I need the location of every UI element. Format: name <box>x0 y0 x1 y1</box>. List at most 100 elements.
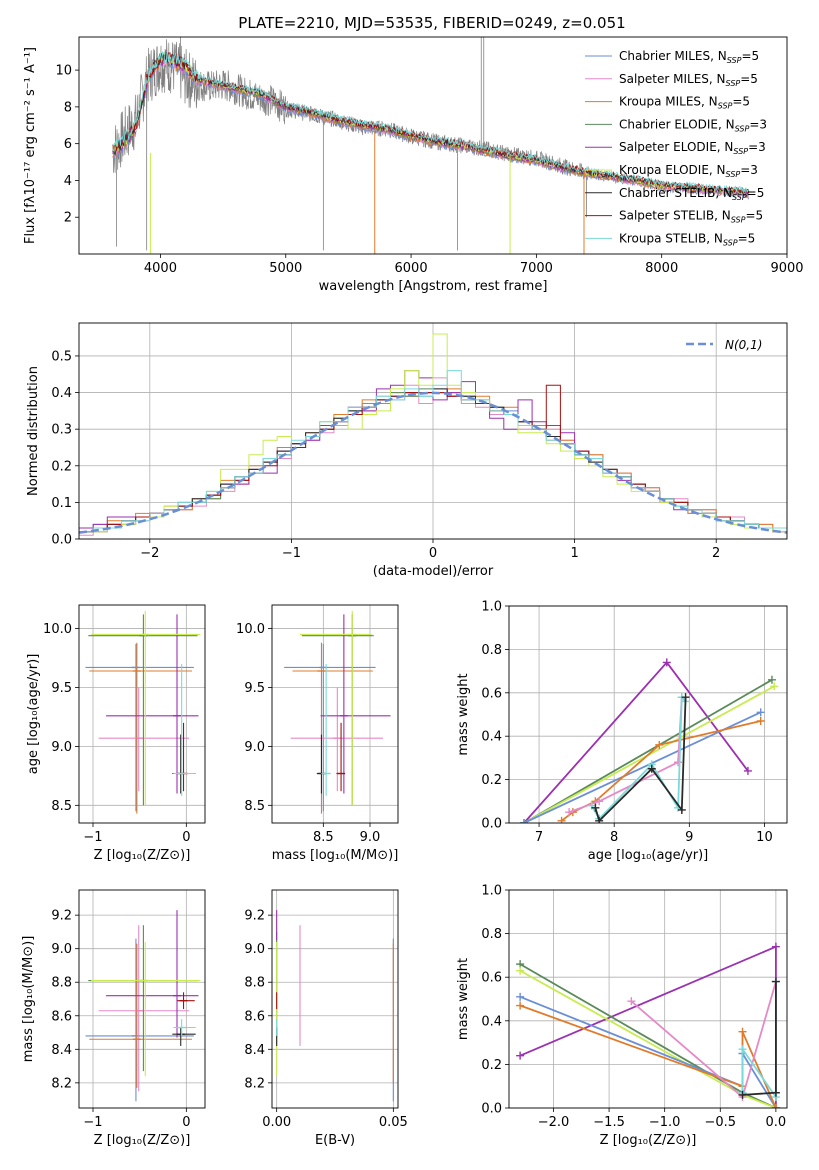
massweight-vs-Z-point <box>771 942 780 951</box>
massweight-vs-age-line <box>523 660 749 823</box>
massweight-vs-age-ytick-label: 0.4 <box>481 730 502 745</box>
massweight-vs-age-plot-area <box>520 658 779 823</box>
mass-vs-EBV-ytick-label: 9.0 <box>244 942 265 957</box>
massweight-vs-Z-point <box>627 997 636 1006</box>
figure-title: PLATE=2210, MJD=53535, FIBERID=0249, z=0… <box>238 14 625 32</box>
residuals-ytick-label: 0.4 <box>51 386 72 401</box>
massweight-vs-age-point <box>655 740 664 749</box>
spectrum-xlabel: wavelength [Angstrom, rest frame] <box>319 279 548 294</box>
age-vs-Z-xtick-label: −1 <box>83 830 102 845</box>
residuals-ylabel: Normed distribution <box>26 366 41 496</box>
residuals-xlabel: (data-model)/error <box>373 564 494 579</box>
mass-vs-EBV-ytick-label: 8.4 <box>244 1043 265 1058</box>
spectrum-legend-label: Salpeter MILES, NSSP=5 <box>619 72 758 88</box>
massweight-vs-age-point <box>677 805 686 814</box>
residuals-plot-area <box>79 333 787 539</box>
massweight-vs-age-point <box>557 816 566 823</box>
spectrum-legend-label: Kroupa MILES, NSSP=5 <box>619 95 750 111</box>
massweight-vs-age-point <box>756 717 765 726</box>
age-vs-Z-ytick-label: 10.0 <box>43 622 72 637</box>
mass-vs-EBV-frame <box>271 889 399 1109</box>
massweight-vs-age-xtick-label: 9 <box>685 830 693 845</box>
massweight-vs-Z-point <box>738 1090 747 1099</box>
massweight-vs-age-xlabel: age [log₁₀(age/yr)] <box>588 848 709 863</box>
spectrum-legend-label: Kroupa STELIB, NSSP=5 <box>619 231 755 247</box>
spectrum-legend-label: Chabrier ELODIE, NSSP=3 <box>619 117 767 133</box>
spectrum-model-line <box>112 50 750 194</box>
residuals-frame <box>78 322 788 540</box>
spectrum-ytick-label: 2 <box>64 211 72 226</box>
massweight-vs-Z-ytick-label: 0.0 <box>481 1102 502 1117</box>
mass-vs-EBV-panel: 0.00 0.05 8.2 8.4 8.6 8.8 9.0 9.2 E(B-V) <box>244 889 408 1148</box>
massweight-vs-Z-frame <box>508 889 788 1109</box>
residuals-xtick-label: 1 <box>570 546 578 561</box>
age-vs-mass-xlabel: mass [log₁₀(M/M⊙)] <box>272 848 399 863</box>
age-vs-mass-plot-area <box>284 610 391 814</box>
residual-gaussian-line <box>79 391 787 534</box>
mass-vs-Z-plot-area <box>85 910 201 1102</box>
mass-vs-Z-xtick-label: 0 <box>182 1115 190 1130</box>
massweight-vs-age-point <box>565 808 574 817</box>
massweight-vs-age-point <box>770 682 779 691</box>
massweight-vs-Z-plot-area <box>516 942 780 1108</box>
spectrum-ytick-label: 6 <box>64 137 72 152</box>
mass-vs-Z-frame <box>78 889 206 1109</box>
age-vs-mass-panel: 8.5 9.0 8.5 9.0 9.5 10.0 mass [log₁₀(M/M⊙)] <box>236 604 399 863</box>
spectrum-plot-area <box>112 37 750 254</box>
massweight-vs-Z-point <box>516 966 525 975</box>
massweight-vs-age-point <box>647 764 656 773</box>
spectrum-model-line <box>112 52 750 195</box>
massweight-vs-Z-ytick-label: 0.2 <box>481 1058 502 1073</box>
spectrum-ytick-label: 8 <box>64 100 72 115</box>
residuals-ytick-label: 0.0 <box>51 533 72 548</box>
age-vs-Z-panel: −1 0 8.5 9.0 9.5 10.0 Z [log₁₀(Z/Z⊙)] age [log₁… <box>26 604 206 863</box>
massweight-vs-age-ytick-label: 1.0 <box>481 600 502 615</box>
mass-vs-Z-xlabel: Z [log₁₀(Z/Z⊙)] <box>94 1133 191 1148</box>
massweight-vs-Z-point <box>738 1045 747 1054</box>
spectrum-ytick-label: 4 <box>64 174 72 189</box>
spectrum-legend-label: Kroupa ELODIE, NSSP=3 <box>619 163 758 179</box>
spectrum-frame <box>78 36 788 255</box>
massweight-vs-Z-point <box>771 1104 780 1108</box>
massweight-vs-age-xtick-label: 7 <box>535 830 543 845</box>
massweight-vs-age-ylabel: mass weight <box>456 673 471 755</box>
spectrum-xtick-label: 6000 <box>395 261 428 276</box>
mass-vs-Z-panel: −1 0 8.2 8.4 8.6 8.8 9.0 9.2 Z [log₁₀(Z/Z⊙)] mass… <box>21 889 206 1148</box>
age-vs-mass-ytick-label: 9.5 <box>244 681 265 696</box>
massweight-vs-age-ytick-label: 0.0 <box>481 817 502 832</box>
massweight-vs-Z-ytick-label: 0.4 <box>481 1014 502 1029</box>
mass-vs-Z-ytick-label: 8.8 <box>51 976 72 991</box>
mass-vs-Z-ytick-label: 9.0 <box>51 942 72 957</box>
mass-vs-EBV-ytick-label: 8.8 <box>244 976 265 991</box>
massweight-vs-age-point <box>756 708 765 717</box>
massweight-vs-Z-point <box>516 1001 525 1010</box>
residuals-xtick-label: −1 <box>282 546 301 561</box>
massweight-vs-Z-xtick-label: −2.0 <box>538 1115 570 1130</box>
massweight-vs-age-point <box>591 803 600 812</box>
massweight-vs-Z-point <box>516 992 525 1001</box>
mass-vs-EBV-xtick-label: 0.00 <box>262 1115 291 1130</box>
residual-histogram <box>79 370 787 539</box>
massweight-vs-Z-point <box>771 1088 780 1097</box>
massweight-vs-Z-xtick-label: 0.0 <box>766 1115 787 1130</box>
mass-vs-Z-ytick-label: 8.2 <box>51 1076 72 1091</box>
massweight-vs-Z-ytick-label: 0.6 <box>481 971 502 986</box>
age-vs-mass-ytick-label: 10.0 <box>236 622 265 637</box>
mass-vs-Z-ytick-label: 8.4 <box>51 1043 72 1058</box>
massweight-vs-Z-ytick-label: 1.0 <box>481 884 502 899</box>
massweight-vs-Z-ytick-label: 0.8 <box>481 927 502 942</box>
spectrum-legend-label: Salpeter STELIB, NSSP=5 <box>619 209 763 225</box>
massweight-vs-age-point <box>595 797 604 806</box>
massweight-vs-Z-panel: −2.0 −1.5 −1.0 −0.5 0.0 0.0 0.2 0.4 0.6 0.8 1.0 Z [… <box>456 884 788 1148</box>
massweight-vs-Z-point <box>516 1051 525 1060</box>
mass-vs-EBV-plot-area <box>276 910 394 1102</box>
massweight-vs-age-panel: 7 8 9 10 0.0 0.2 0.4 0.6 0.8 1.0 age [log₁₀(age/yr… <box>456 600 788 863</box>
massweight-vs-age-xtick-label: 10 <box>756 830 773 845</box>
residuals-xtick-label: 0 <box>429 546 437 561</box>
residuals-ytick-label: 0.2 <box>51 459 72 474</box>
massweight-vs-age-ytick-label: 0.2 <box>481 773 502 788</box>
age-vs-Z-ytick-label: 8.5 <box>51 799 72 814</box>
residuals-xtick-label: 2 <box>712 546 720 561</box>
massweight-vs-Z-xtick-label: −1.5 <box>593 1115 625 1130</box>
